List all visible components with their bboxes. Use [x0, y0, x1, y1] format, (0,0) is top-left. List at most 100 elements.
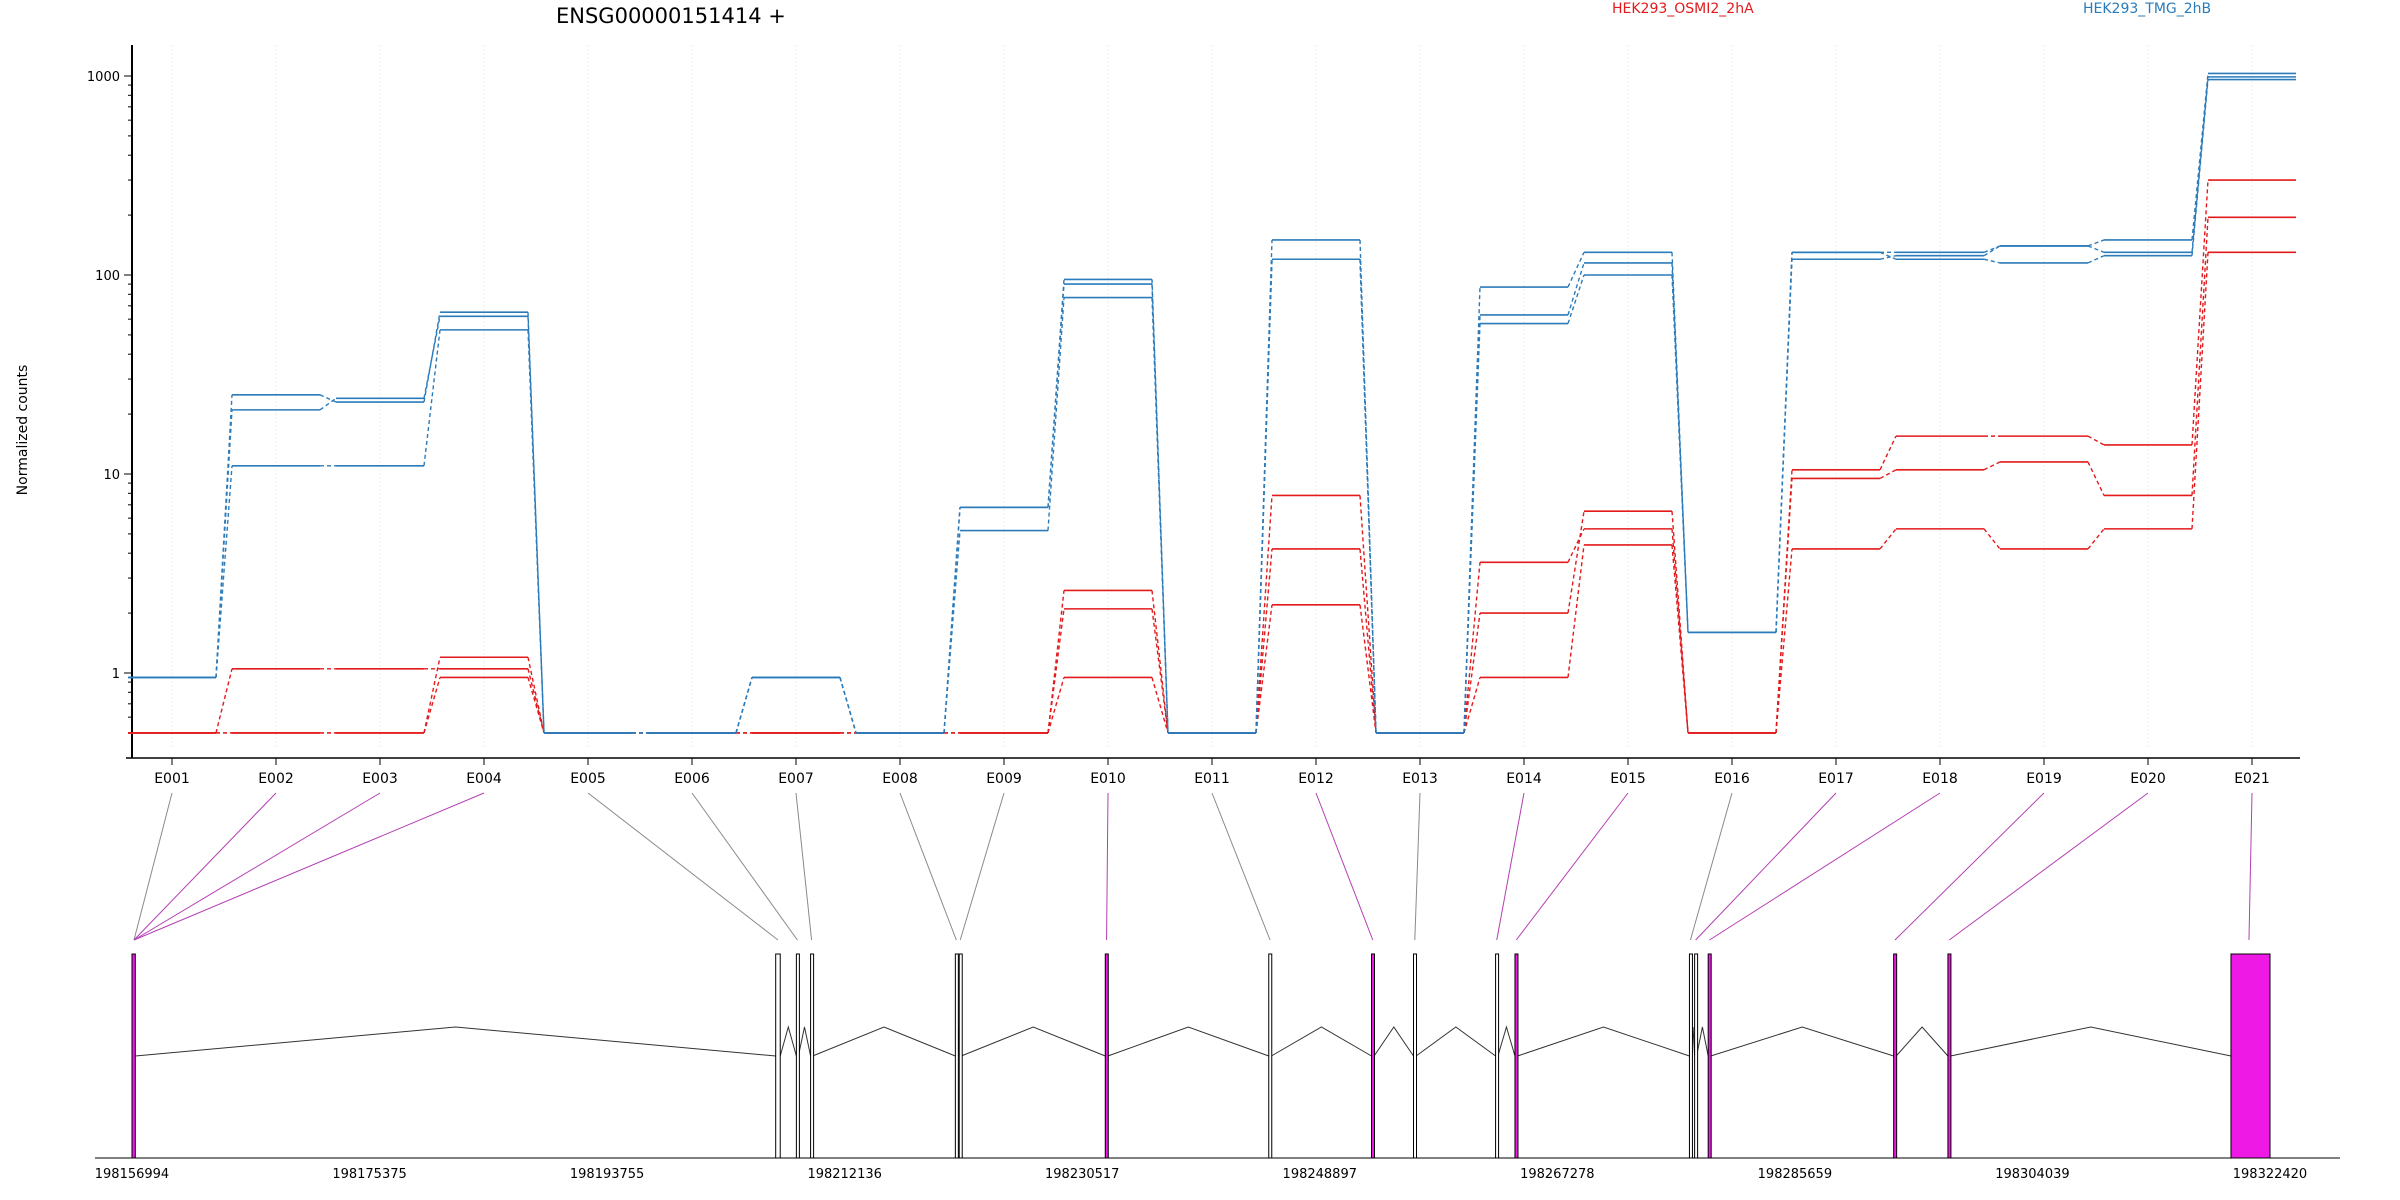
- series-connector: [215, 465, 233, 678]
- connector-e018: [1709, 792, 1941, 941]
- exon-label-e015: E015: [1610, 771, 1646, 787]
- series-connector: [2087, 245, 2105, 253]
- series-connector: [2087, 528, 2105, 550]
- connector-e014: [1496, 792, 1525, 941]
- genome-tick-label: 198322420: [2233, 1167, 2307, 1182]
- exon-label-e012: E012: [1298, 771, 1334, 787]
- series-connector: [527, 657, 545, 734]
- series-connector: [2191, 252, 2209, 529]
- series-connector: [2087, 239, 2105, 247]
- exon-box: [810, 953, 815, 1159]
- exon-label-e008: E008: [882, 771, 918, 787]
- exon-box: [1413, 953, 1418, 1159]
- series-connector: [1463, 613, 1481, 733]
- series-connector: [215, 668, 233, 734]
- connector-e019: [1894, 792, 2045, 941]
- series-connector: [1671, 511, 1689, 733]
- series-connector: [735, 677, 753, 734]
- series-connector: [1255, 604, 1273, 733]
- series-connector: [1463, 562, 1481, 733]
- connector-e011: [1211, 792, 1271, 941]
- gene-model: [95, 953, 2340, 1159]
- series-connector: [2191, 180, 2209, 445]
- y-tick-label: 10: [103, 468, 120, 483]
- genome-tick-label: 198193755: [570, 1167, 644, 1182]
- exon-box: [958, 953, 963, 1159]
- series-connector: [1047, 608, 1065, 733]
- y-tick-label: 1000: [87, 70, 120, 85]
- series-connector: [2191, 76, 2209, 253]
- series-connector: [1567, 544, 1585, 678]
- series-connector: [1047, 590, 1065, 733]
- grid-lines: [171, 45, 2253, 748]
- exon-label-e001: E001: [154, 771, 190, 787]
- series-connector: [1983, 461, 2001, 471]
- series-connector: [943, 507, 961, 733]
- series-connector: [527, 677, 545, 734]
- exon-label-e019: E019: [2026, 771, 2062, 787]
- plot-axes: 1 10 100 1000: [87, 45, 2300, 759]
- genome-tick-label: 198156994: [95, 1167, 169, 1182]
- connector-e002: [133, 792, 277, 941]
- connector-e020: [1948, 792, 2149, 941]
- genome-tick-label: 198304039: [1995, 1167, 2069, 1182]
- series-connector: [1879, 469, 1897, 480]
- series-connector: [1359, 604, 1377, 733]
- series-connector: [839, 677, 857, 734]
- exon-label-e006: E006: [674, 771, 710, 787]
- series-connector: [1567, 528, 1585, 563]
- series-connector: [1463, 677, 1481, 734]
- connector-e003: [133, 792, 381, 941]
- series-connector: [423, 329, 441, 466]
- connector-e009: [959, 792, 1005, 941]
- exon-label-e005: E005: [570, 771, 606, 787]
- series-connector: [1879, 255, 1897, 260]
- series-connector: [1359, 495, 1377, 733]
- series-connector: [423, 677, 441, 734]
- series-connector: [1879, 435, 1897, 471]
- intron-line: [135, 1026, 776, 1057]
- exon-label-e007: E007: [778, 771, 814, 787]
- intron-line: [1415, 1026, 1496, 1057]
- connector-e007: [795, 792, 813, 941]
- exon-label-e018: E018: [1922, 771, 1958, 787]
- intron-line: [1107, 1026, 1269, 1057]
- exon-box: [775, 953, 781, 1159]
- exon-label-e020: E020: [2130, 771, 2166, 787]
- connector-e015: [1515, 792, 1629, 941]
- exon-label-e013: E013: [1402, 771, 1438, 787]
- series-connector: [1255, 548, 1273, 733]
- series-connector: [1567, 252, 1585, 288]
- genome-tick-label: 198175375: [332, 1167, 406, 1182]
- series-lines: [128, 72, 2296, 734]
- series-connector: [2191, 79, 2209, 256]
- genome-tick-label: 198230517: [1045, 1167, 1119, 1182]
- connector-e006: [691, 792, 798, 941]
- series-connector: [1671, 528, 1689, 733]
- exon-label-e014: E014: [1506, 771, 1542, 787]
- exon-connectors: [133, 792, 2253, 941]
- series-connector: [1983, 258, 2001, 264]
- exon-box: [131, 953, 136, 1159]
- intron-line: [1497, 1025, 1516, 1057]
- exon-label-e011: E011: [1194, 771, 1230, 787]
- series-connector: [1151, 297, 1169, 733]
- genome-tick-label: 198248897: [1283, 1167, 1357, 1182]
- y-tick-label: 1: [112, 667, 120, 682]
- connector-e008: [899, 792, 957, 941]
- series-connector: [423, 312, 441, 403]
- exon-box: [1694, 953, 1699, 1159]
- series-connector: [1983, 528, 2001, 550]
- exon-box: [1893, 953, 1898, 1159]
- intron-line: [1271, 1026, 1372, 1057]
- series-connector: [1151, 590, 1169, 733]
- series-connector: [943, 530, 961, 733]
- series-connector: [1047, 297, 1065, 531]
- exon-label-e021: E021: [2234, 771, 2270, 787]
- exon-box: [1707, 953, 1712, 1159]
- intron-line: [812, 1026, 956, 1057]
- connector-e017: [1695, 792, 1837, 941]
- genome-tick-label: 198267278: [1520, 1167, 1594, 1182]
- genome-tick-label: 198212136: [807, 1167, 881, 1182]
- exon-box: [1495, 953, 1500, 1159]
